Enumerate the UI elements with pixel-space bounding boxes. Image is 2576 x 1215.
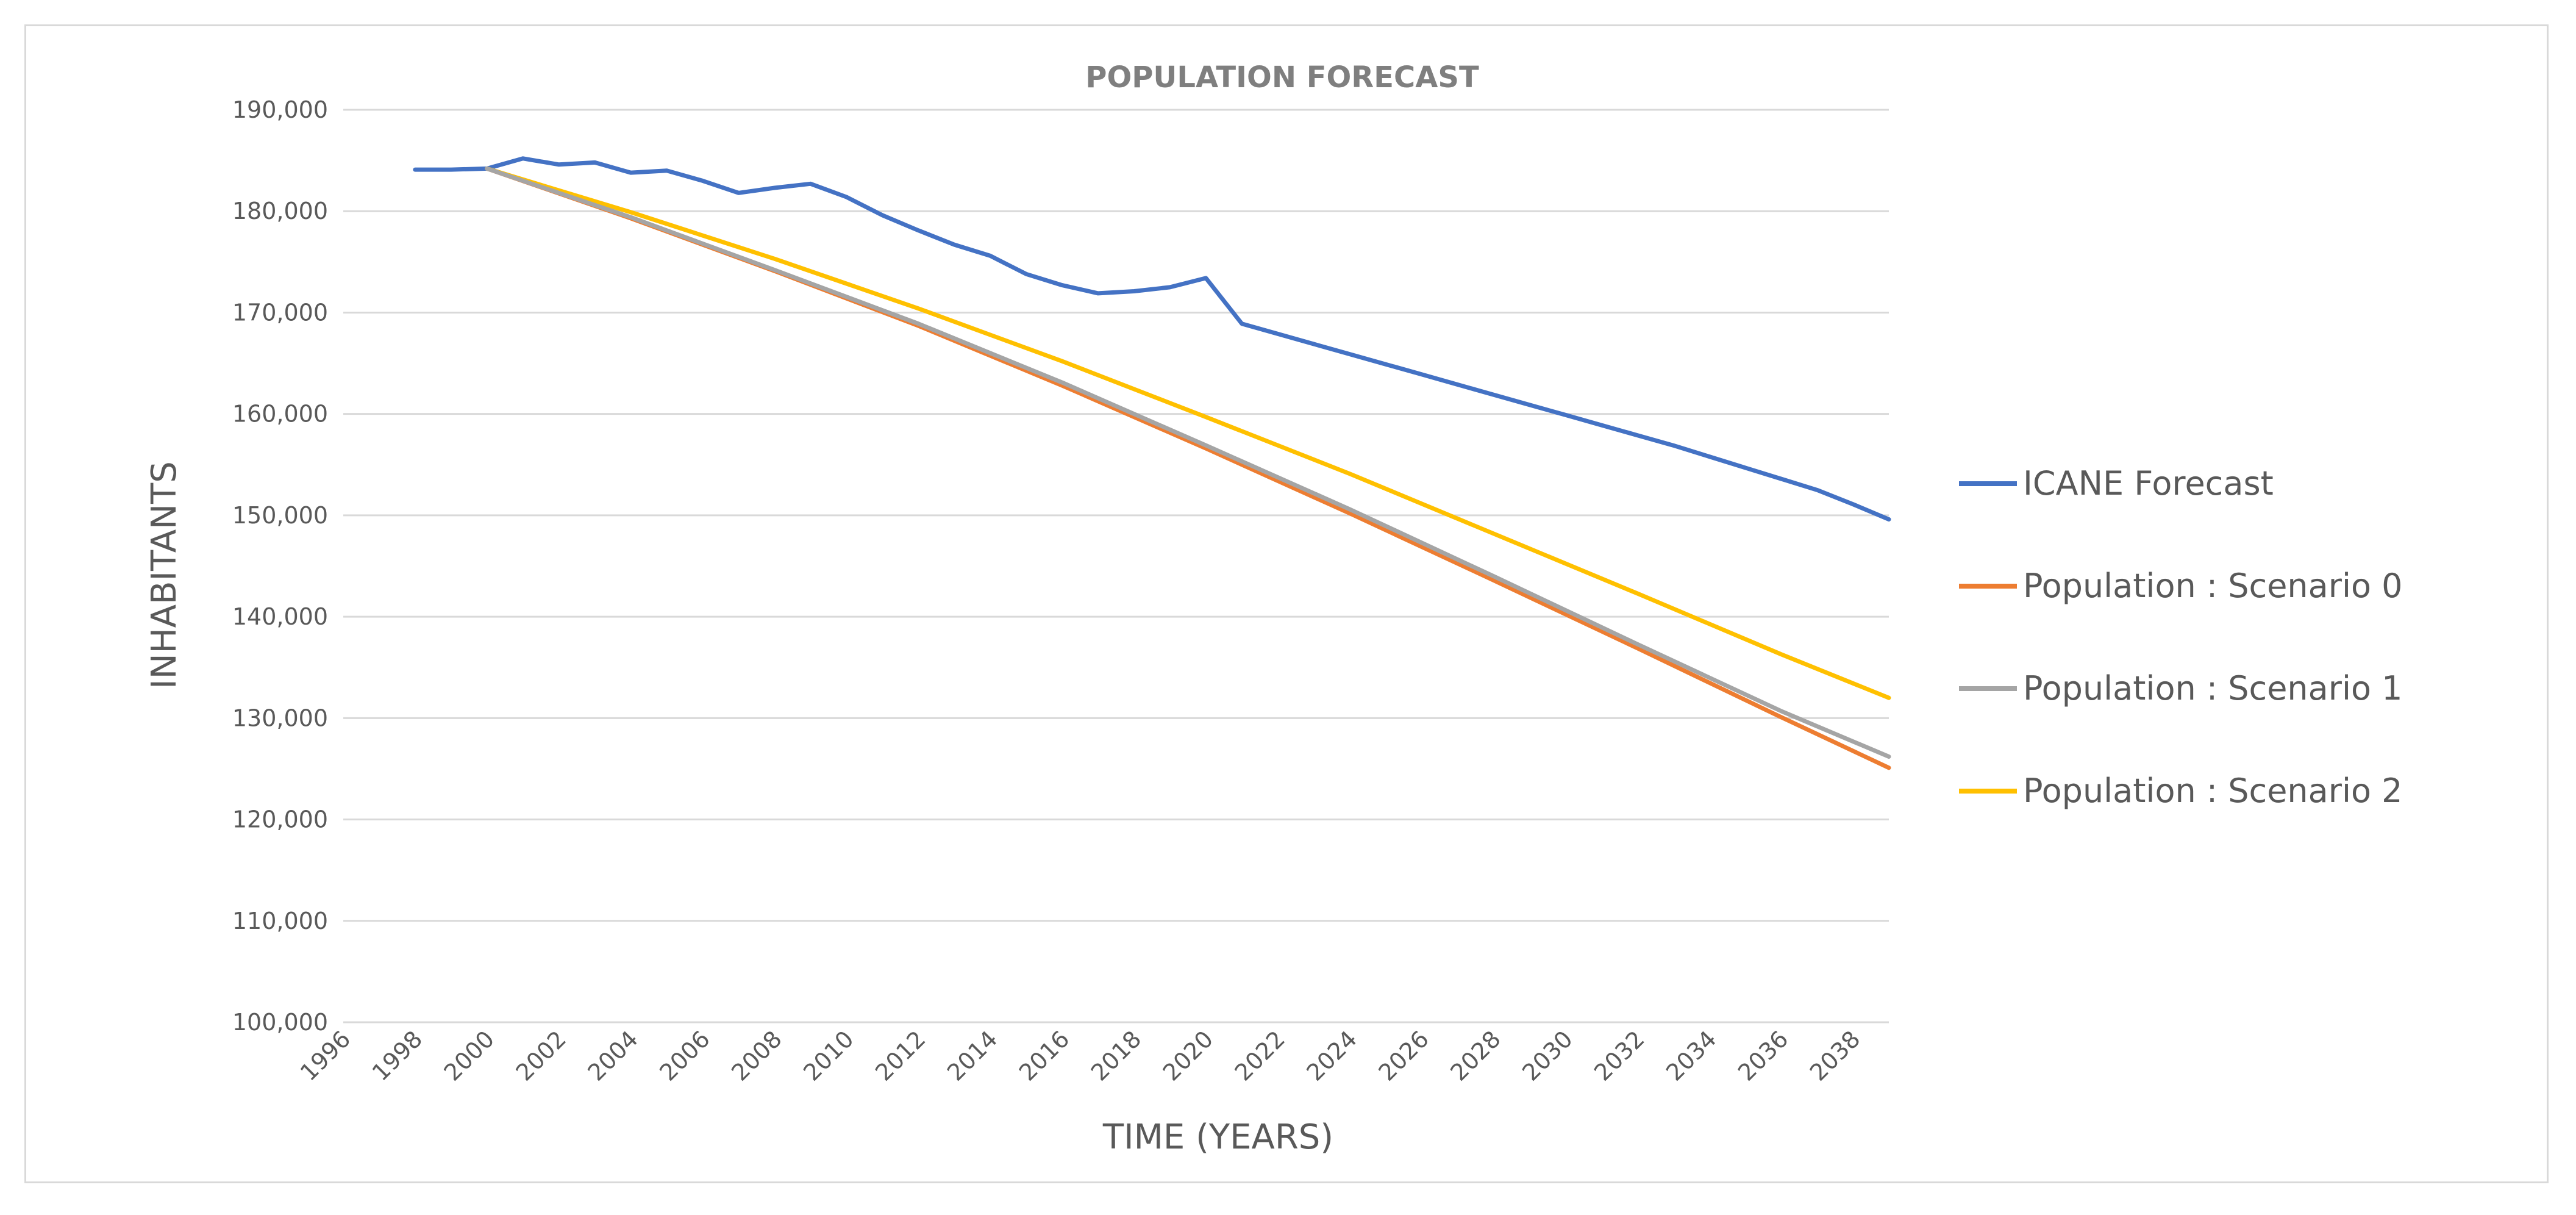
- x-tick-label: 2026: [1373, 1025, 1434, 1086]
- series-line-3: [485, 166, 1891, 700]
- x-axis-label: TIME (YEARS): [1102, 1117, 1333, 1157]
- x-tick-label: 2002: [511, 1025, 572, 1086]
- y-tick-label: 100,000: [232, 1009, 328, 1036]
- y-tick-label: 120,000: [232, 806, 328, 833]
- x-tick-label: 2022: [1230, 1025, 1291, 1086]
- x-tick-label: 2038: [1805, 1025, 1866, 1086]
- chart-frame: 100,000 110,000 120,000 130,000 140,000 150,0…: [24, 24, 2549, 1183]
- y-tick-label: 190,000: [232, 96, 328, 123]
- x-tick-label: 2020: [1158, 1025, 1219, 1086]
- x-tick-label: 2018: [1086, 1025, 1147, 1086]
- chart-title: POPULATION FORECAST: [1085, 60, 1479, 95]
- x-tick-label: 2014: [942, 1025, 1003, 1086]
- y-tick-label: 130,000: [232, 704, 328, 731]
- x-tick-label: 2030: [1517, 1025, 1578, 1086]
- x-tick-label: 2010: [798, 1025, 859, 1086]
- population-forecast-chart: 100,000 110,000 120,000 130,000 140,000 150,0…: [144, 60, 2403, 1157]
- legend-label: ICANE Forecast: [2023, 464, 2274, 503]
- y-tick-label: 140,000: [232, 603, 328, 630]
- legend-label: Population : Scenario 1: [2023, 669, 2403, 708]
- y-tick-label: 170,000: [232, 299, 328, 326]
- series-layer: [413, 156, 1891, 770]
- legend: ICANE Forecast Population : Scenario 0 Pop…: [1959, 464, 2403, 810]
- x-tick-label: 2008: [726, 1025, 787, 1086]
- y-tick-label: 160,000: [232, 401, 328, 428]
- x-tick-label: 1998: [367, 1025, 428, 1086]
- x-tick-label: 2034: [1661, 1025, 1722, 1086]
- x-tick-label: 2012: [870, 1025, 931, 1086]
- legend-label: Population : Scenario 0: [2023, 567, 2403, 605]
- x-tick-label: 2000: [439, 1025, 500, 1086]
- x-axis-ticks: 1996 1998 2000 2002 2004 2006 2008 2010 2012 2014…: [295, 1025, 1866, 1086]
- y-tick-label: 180,000: [232, 198, 328, 224]
- series-line-2: [485, 166, 1891, 759]
- series-line-1: [485, 166, 1891, 770]
- y-tick-label: 150,000: [232, 502, 328, 529]
- series-line-0: [413, 156, 1891, 521]
- x-tick-label: 2024: [1302, 1025, 1363, 1086]
- x-tick-label: 2032: [1589, 1025, 1650, 1086]
- x-tick-label: 2016: [1014, 1025, 1075, 1086]
- y-axis-label: INHABITANTS: [144, 461, 184, 689]
- grid-layer: [343, 109, 1889, 1023]
- x-tick-label: 2036: [1733, 1025, 1794, 1086]
- x-tick-label: 2004: [582, 1025, 643, 1086]
- x-tick-label: 2006: [654, 1025, 715, 1086]
- y-tick-label: 110,000: [232, 908, 328, 934]
- y-axis-ticks: 100,000 110,000 120,000 130,000 140,000 150,0…: [232, 96, 328, 1036]
- x-tick-label: 2028: [1445, 1025, 1506, 1086]
- legend-label: Population : Scenario 2: [2023, 772, 2403, 810]
